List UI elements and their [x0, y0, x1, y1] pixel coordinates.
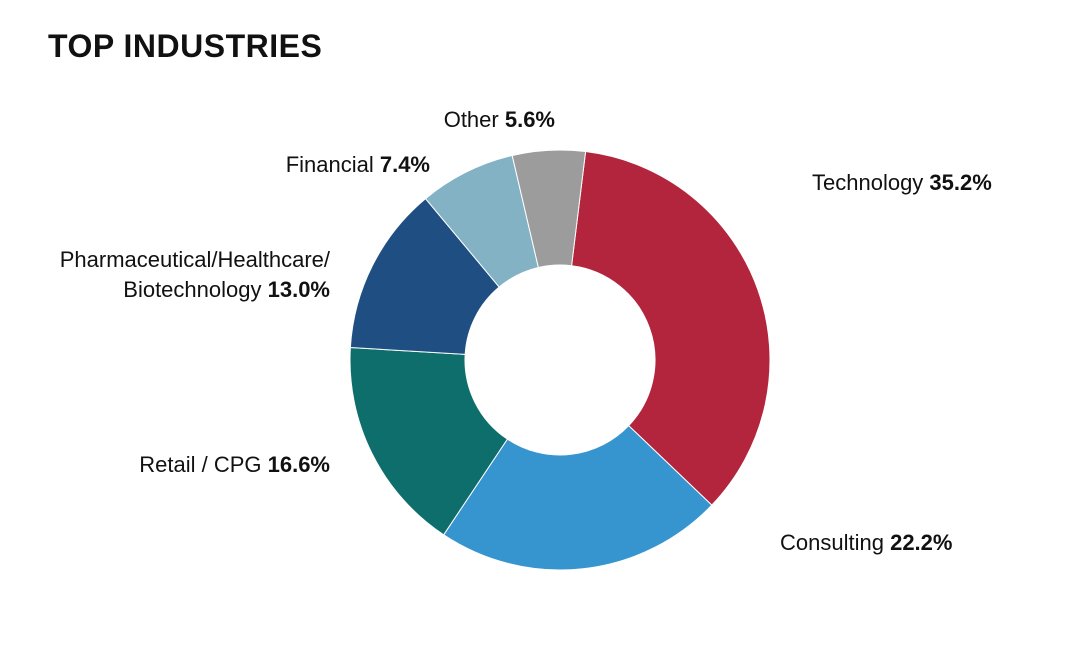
slice-label-value: 22.2%	[890, 530, 952, 555]
chart-title: TOP INDUSTRIES	[48, 28, 322, 65]
slice-label: Pharmaceutical/Healthcare/Biotechnology …	[30, 245, 330, 304]
slice-label-value: 16.6%	[268, 452, 330, 477]
slice-label-name: Retail / CPG	[139, 452, 267, 477]
slice-label-name: Technology	[812, 170, 929, 195]
donut-hole	[465, 265, 655, 455]
slice-label-value: 7.4%	[380, 152, 430, 177]
slice-label-value: 5.6%	[505, 107, 555, 132]
slice-label-value: 35.2%	[929, 170, 991, 195]
slice-label: Technology 35.2%	[812, 168, 992, 198]
slice-label-name: Biotechnology	[123, 277, 261, 302]
slice-label: Other 5.6%	[444, 105, 555, 135]
donut-chart	[346, 146, 774, 574]
slice-label: Consulting 22.2%	[780, 528, 952, 558]
slice-label-name: Consulting	[780, 530, 890, 555]
slice-label-name: Financial	[286, 152, 380, 177]
slice-label-value: 13.0%	[268, 277, 330, 302]
slice-label: Retail / CPG 16.6%	[139, 450, 330, 480]
slice-label-name: Pharmaceutical/Healthcare/	[60, 247, 330, 272]
slice-label-name: Other	[444, 107, 505, 132]
page: TOP INDUSTRIES Technology 35.2% Consultin…	[0, 0, 1080, 648]
slice-label: Financial 7.4%	[286, 150, 430, 180]
